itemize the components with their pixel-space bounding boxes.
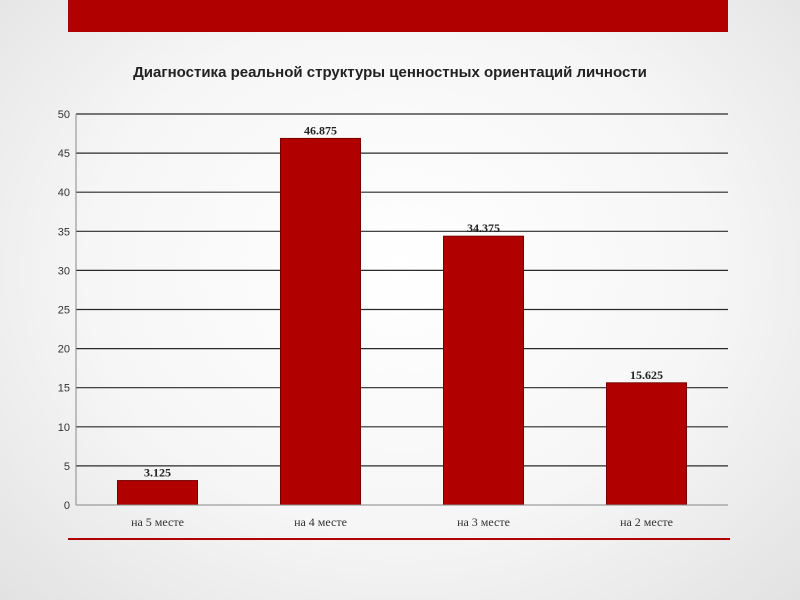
bottom-rule [68, 538, 730, 540]
x-category-label: на 2 месте [620, 515, 673, 529]
x-category-label: на 4 месте [294, 515, 347, 529]
y-tick-label: 45 [58, 148, 70, 160]
y-tick-label: 0 [64, 500, 70, 512]
data-label: 34.375 [467, 221, 500, 235]
x-axis-categories: на 5 месте на 4 месте на 3 месте на 2 месте [131, 515, 673, 529]
data-label: 46.875 [304, 123, 337, 137]
y-tick-label: 15 [58, 383, 70, 395]
y-tick-label: 50 [58, 109, 70, 121]
y-tick-label: 30 [58, 265, 70, 277]
data-labels: 3.125 46.875 34.375 15.625 [144, 123, 663, 479]
bar [606, 382, 687, 506]
y-tick-label: 5 [64, 461, 70, 473]
bar [443, 235, 524, 506]
x-category-label: на 5 месте [131, 515, 184, 529]
bars [117, 137, 687, 506]
y-tick-label: 25 [58, 305, 70, 317]
y-tick-label: 35 [58, 226, 70, 238]
y-tick-label: 10 [58, 422, 70, 434]
data-label: 15.625 [630, 368, 663, 382]
chart-title: Диагностика реальной структуры ценностны… [133, 64, 647, 81]
bar [280, 137, 361, 506]
y-tick-label: 40 [58, 187, 70, 199]
y-axis-ticks: 0 5 10 15 20 25 30 35 40 45 50 [58, 109, 70, 512]
data-label: 3.125 [144, 466, 171, 480]
x-category-label: на 3 месте [457, 515, 510, 529]
top-banner [68, 0, 728, 32]
y-tick-label: 20 [58, 344, 70, 356]
bar [117, 480, 198, 506]
